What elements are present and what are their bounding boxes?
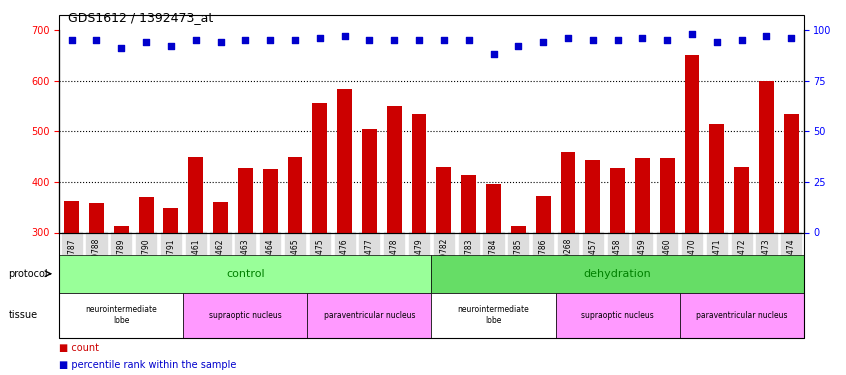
Point xyxy=(661,37,674,43)
Point xyxy=(784,35,798,41)
Point xyxy=(288,37,302,43)
Bar xyxy=(189,157,203,375)
Bar xyxy=(312,104,327,375)
Text: tissue: tissue xyxy=(8,310,37,320)
Bar xyxy=(759,81,774,375)
Bar xyxy=(635,158,650,375)
Bar xyxy=(585,160,600,375)
Point xyxy=(561,35,574,41)
Point xyxy=(760,33,773,39)
Text: paraventricular nucleus: paraventricular nucleus xyxy=(324,310,415,320)
Bar xyxy=(684,56,700,375)
Bar xyxy=(163,208,179,375)
Bar xyxy=(784,114,799,375)
Text: protocol: protocol xyxy=(8,269,48,279)
Bar xyxy=(412,114,426,375)
Point xyxy=(90,37,103,43)
Point xyxy=(611,37,624,43)
Point xyxy=(586,37,600,43)
Text: neurointermediate
lobe: neurointermediate lobe xyxy=(85,305,157,325)
Text: supraoptic nucleus: supraoptic nucleus xyxy=(209,310,282,320)
Bar xyxy=(263,169,277,375)
Point xyxy=(536,39,550,45)
Bar xyxy=(710,124,724,375)
Text: neurointermediate
lobe: neurointermediate lobe xyxy=(458,305,530,325)
Point xyxy=(189,37,202,43)
Bar xyxy=(461,175,476,375)
Bar xyxy=(213,202,228,375)
Bar xyxy=(437,166,451,375)
Text: ■ count: ■ count xyxy=(59,343,99,352)
Bar xyxy=(387,106,402,375)
Bar xyxy=(64,201,79,375)
Text: GDS1612 / 1392473_at: GDS1612 / 1392473_at xyxy=(68,11,213,24)
Point xyxy=(710,39,723,45)
Bar xyxy=(511,226,525,375)
Point xyxy=(412,37,426,43)
Bar xyxy=(288,157,302,375)
Point xyxy=(437,37,451,43)
Point xyxy=(164,43,178,49)
Point xyxy=(65,37,79,43)
Point xyxy=(313,35,327,41)
Point xyxy=(239,37,252,43)
Point xyxy=(214,39,228,45)
Point xyxy=(512,43,525,49)
Point xyxy=(685,31,699,37)
Bar xyxy=(338,89,352,375)
Bar xyxy=(660,158,674,375)
Text: dehydration: dehydration xyxy=(584,269,651,279)
Point xyxy=(635,35,649,41)
Point xyxy=(735,37,749,43)
Bar xyxy=(114,226,129,375)
Point xyxy=(140,39,153,45)
Point xyxy=(338,33,351,39)
Bar xyxy=(561,152,575,375)
Bar xyxy=(89,203,104,375)
Bar xyxy=(610,168,625,375)
Text: supraoptic nucleus: supraoptic nucleus xyxy=(581,310,654,320)
Point xyxy=(486,51,500,57)
Bar xyxy=(139,197,153,375)
Point xyxy=(363,37,376,43)
Text: paraventricular nucleus: paraventricular nucleus xyxy=(696,310,788,320)
Point xyxy=(114,45,128,51)
Bar xyxy=(734,166,749,375)
Point xyxy=(263,37,277,43)
Text: control: control xyxy=(226,269,265,279)
Point xyxy=(462,37,475,43)
Bar xyxy=(486,184,501,375)
Bar xyxy=(238,168,253,375)
Bar xyxy=(536,195,551,375)
Point xyxy=(387,37,401,43)
Text: ■ percentile rank within the sample: ■ percentile rank within the sample xyxy=(59,360,237,369)
Bar xyxy=(362,129,376,375)
